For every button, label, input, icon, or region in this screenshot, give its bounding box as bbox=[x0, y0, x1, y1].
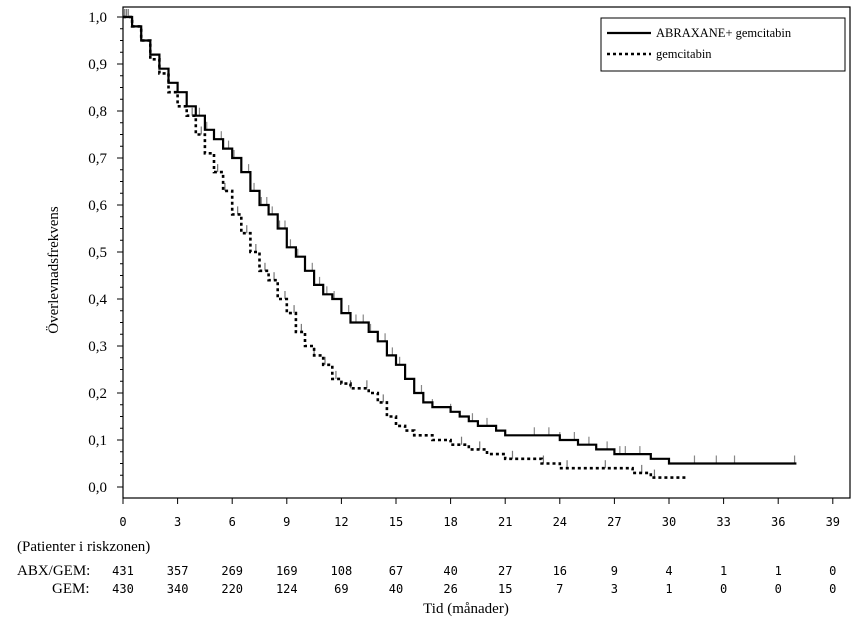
risk-value: 15 bbox=[498, 582, 512, 596]
risk-value: 4 bbox=[665, 564, 672, 578]
x-tick-label: 3 bbox=[174, 515, 181, 529]
y-axis: 0,0 0,1 0,2 0,3 0,4 0,5 0,6 0,7 0,8 0,9 1,0 bbox=[88, 10, 123, 496]
risk-table-title: (Patienter i riskzonen) bbox=[17, 539, 150, 555]
x-tick-label: 9 bbox=[283, 515, 290, 529]
y-tick-label: 1,0 bbox=[88, 10, 107, 26]
y-tick-label: 0,8 bbox=[88, 104, 107, 120]
legend-label: gemcitabin bbox=[656, 47, 712, 61]
risk-value: 0 bbox=[829, 564, 836, 578]
x-tick-label: 21 bbox=[498, 515, 512, 529]
risk-value: 27 bbox=[498, 564, 512, 578]
x-tick-label: 12 bbox=[334, 515, 348, 529]
risk-value: 16 bbox=[553, 564, 567, 578]
legend-box bbox=[600, 17, 846, 72]
risk-value: 1 bbox=[775, 564, 782, 578]
risk-value: 220 bbox=[221, 582, 243, 596]
x-tick-label: 0 bbox=[119, 515, 126, 529]
risk-value: 0 bbox=[720, 582, 727, 596]
risk-value: 0 bbox=[775, 582, 782, 596]
x-tick-label: 33 bbox=[716, 515, 730, 529]
risk-row-label: ABX/GEM: bbox=[17, 563, 90, 579]
x-tick-label: 24 bbox=[553, 515, 567, 529]
risk-value: 40 bbox=[443, 564, 457, 578]
x-tick-label: 36 bbox=[771, 515, 785, 529]
y-tick-label: 0,5 bbox=[88, 245, 107, 261]
risk-value: 26 bbox=[443, 582, 457, 596]
risk-value: 1 bbox=[720, 564, 727, 578]
series-layer bbox=[123, 15, 797, 479]
y-tick-label: 0,0 bbox=[88, 480, 107, 496]
y-tick-label: 0,1 bbox=[88, 433, 107, 449]
risk-value: 40 bbox=[389, 582, 403, 596]
legend: ABRAXANE+ gemcitabin gemcitabin bbox=[600, 17, 846, 72]
series-line-gemcitabin bbox=[123, 15, 688, 479]
risk-value: 340 bbox=[167, 582, 189, 596]
x-tick-label: 27 bbox=[607, 515, 621, 529]
risk-value: 269 bbox=[221, 564, 243, 578]
risk-value: 431 bbox=[112, 564, 134, 578]
y-tick-label: 0,6 bbox=[88, 198, 107, 214]
risk-table: ABX/GEM: 431 357 269 169 108 67 40 27 16 9 4 1 1 0GEM:… bbox=[17, 563, 836, 597]
risk-value: 0 bbox=[829, 582, 836, 596]
y-tick-label: 0,7 bbox=[88, 151, 107, 167]
risk-value: 7 bbox=[556, 582, 563, 596]
y-tick-label: 0,3 bbox=[88, 339, 107, 355]
risk-value: 67 bbox=[389, 564, 403, 578]
risk-value: 9 bbox=[611, 564, 618, 578]
risk-value: 430 bbox=[112, 582, 134, 596]
x-tick-label: 15 bbox=[389, 515, 403, 529]
legend-label: ABRAXANE+ gemcitabin bbox=[656, 26, 792, 40]
x-tick-label: 30 bbox=[662, 515, 676, 529]
x-tick-label: 39 bbox=[826, 515, 840, 529]
risk-value: 357 bbox=[167, 564, 189, 578]
x-tick-label: 18 bbox=[443, 515, 457, 529]
risk-value: 69 bbox=[334, 582, 348, 596]
risk-value: 108 bbox=[331, 564, 353, 578]
y-axis-label: Överlevnadsfrekvens bbox=[45, 206, 62, 334]
risk-value: 1 bbox=[665, 582, 672, 596]
risk-row-label: GEM: bbox=[52, 581, 90, 597]
y-tick-label: 0,9 bbox=[88, 57, 107, 73]
series-line-abraxane-gemcitabin bbox=[123, 15, 797, 465]
censor-marks bbox=[124, 9, 796, 478]
y-tick-label: 0,2 bbox=[88, 386, 107, 402]
x-axis: 0 3 6 9 12 15 18 21 24 27 30 33 36 39 bbox=[119, 498, 840, 529]
x-axis-label: Tid (månader) bbox=[423, 601, 509, 617]
risk-value: 3 bbox=[611, 582, 618, 596]
risk-value: 124 bbox=[276, 582, 298, 596]
x-tick-label: 6 bbox=[229, 515, 236, 529]
y-tick-label: 0,4 bbox=[88, 292, 107, 308]
risk-value: 169 bbox=[276, 564, 298, 578]
